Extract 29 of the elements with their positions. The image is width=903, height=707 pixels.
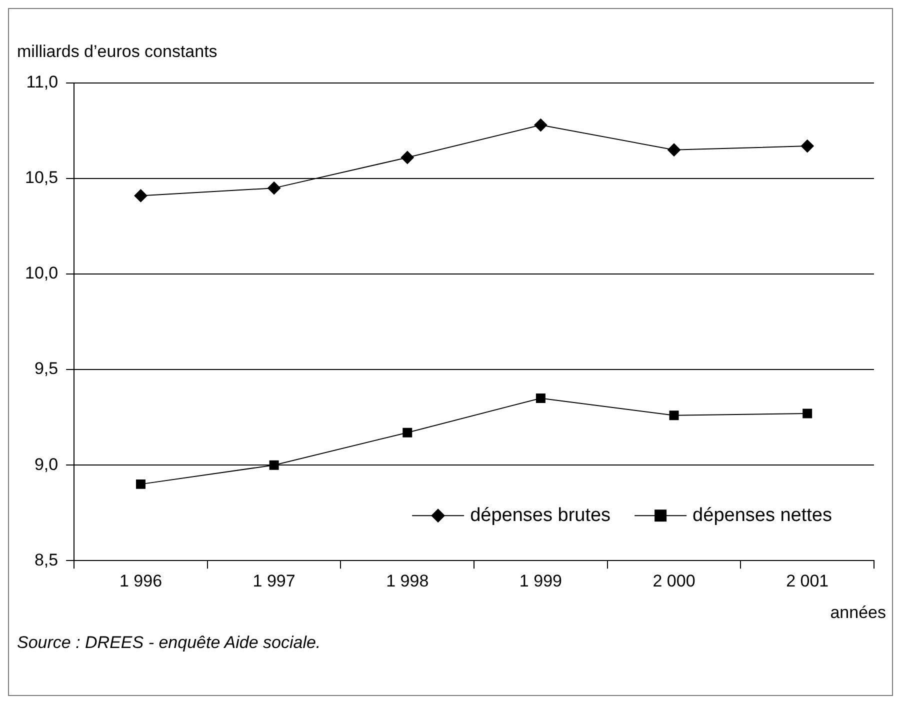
x-tick-label: 2 000	[652, 571, 696, 590]
x-tick-label: 1 997	[252, 571, 296, 590]
x-tick-label: 1 996	[119, 571, 162, 590]
source-note: Source : DREES - enquête Aide sociale.	[17, 632, 321, 652]
point	[669, 410, 679, 420]
point	[536, 393, 546, 403]
x-tick-label: 1 998	[386, 571, 429, 590]
point	[136, 479, 146, 489]
point	[802, 408, 812, 418]
point	[400, 151, 414, 164]
y-tick-label: 10,0	[24, 264, 58, 283]
x-tick-label: 2 001	[786, 571, 829, 590]
point	[534, 118, 548, 132]
y-tick-label: 9,0	[34, 454, 58, 474]
point	[269, 460, 279, 470]
point	[668, 143, 681, 156]
y-axis-title: milliards d’euros constants	[17, 42, 218, 62]
point	[800, 140, 814, 153]
x-axis-title: années	[830, 602, 886, 622]
point	[268, 182, 281, 195]
x-tick-label: 1 999	[519, 571, 562, 590]
point	[402, 428, 412, 438]
legend-label: dépenses nettes	[692, 504, 832, 526]
legend-label: dépenses brutes	[470, 504, 611, 526]
y-tick-label: 9,5	[34, 359, 58, 378]
y-tick-label: 10,5	[24, 168, 58, 188]
point	[134, 189, 148, 202]
y-tick-label: 11,0	[26, 72, 58, 92]
y-tick-label: 8,5	[34, 550, 58, 570]
